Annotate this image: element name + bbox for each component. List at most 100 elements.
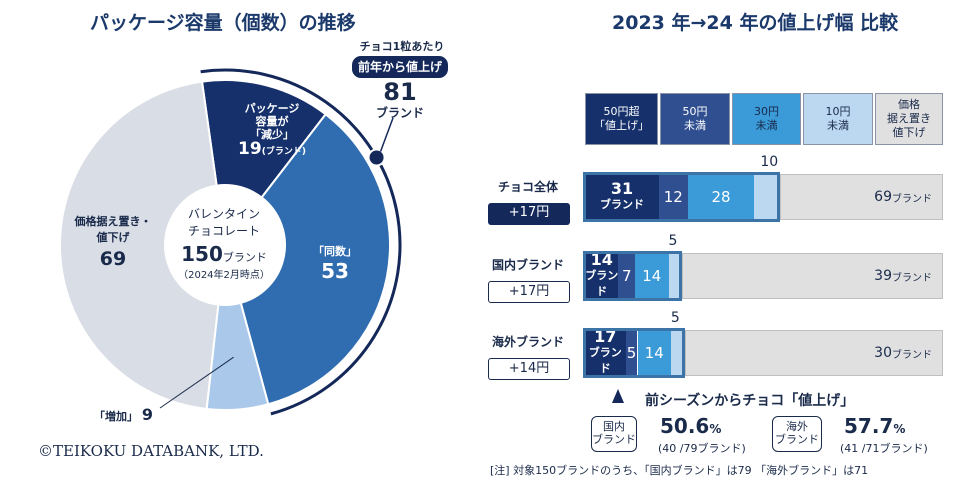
donut-center-label: バレンタイン チョコレート 150ブランド （2024年2月時点） bbox=[168, 205, 280, 281]
price-callout-pill: 前年から値上げ bbox=[352, 56, 448, 78]
legend-over50-line1: 50円超 bbox=[603, 105, 640, 118]
segment-increased-label: 「増加」 9 bbox=[94, 405, 153, 424]
legend-over50-line2: 「値上げ」 bbox=[594, 119, 649, 132]
copyright: ©TEIKOKU DATABANK, LTD. bbox=[38, 442, 264, 460]
share-domestic-pct: 50.6% bbox=[660, 414, 721, 438]
bar-unit-2-4: ブランド bbox=[891, 349, 932, 361]
price-callout-total: 81 bbox=[383, 78, 417, 106]
bar-unit-0-0: ブランド bbox=[599, 198, 644, 211]
share-domestic-pct-value: 50.6 bbox=[660, 414, 710, 438]
share-heading: 前シーズンからチョコ「値上げ」 bbox=[645, 393, 855, 409]
row-label-all: チョコ全体 bbox=[498, 180, 559, 194]
bar-seg-0-1: 12 bbox=[658, 174, 688, 220]
share-foreign-pct: 57.7% bbox=[844, 414, 905, 438]
legend-under30-line2: 未満 bbox=[755, 119, 778, 132]
legend-flat-line1: 価格 bbox=[898, 98, 920, 111]
bar-small-label-1: 5 bbox=[668, 233, 678, 249]
segment-flat-label: 価格据え置き・ 値下げ 69 bbox=[58, 213, 168, 270]
bar-small-label-0: 10 bbox=[760, 154, 779, 170]
donut-center-total: 150 bbox=[181, 242, 223, 266]
increased-leader bbox=[159, 356, 234, 409]
bar-seg-1-2: 14 bbox=[635, 253, 669, 299]
share-domestic-pct-sign: % bbox=[709, 422, 722, 436]
bar-seg-1-3 bbox=[668, 253, 681, 299]
donut-center-line1: バレンタイン bbox=[187, 207, 260, 221]
share-foreign-tag-line2: ブランド bbox=[775, 433, 819, 446]
left-chart-title: パッケージ容量（個数）の推移 bbox=[90, 12, 356, 34]
bar-unit-1-4: ブランド bbox=[891, 272, 932, 284]
segment-same-value: 53 bbox=[321, 259, 349, 283]
share-foreign-pct-value: 57.7 bbox=[844, 414, 894, 438]
legend-under10-line1: 10円 bbox=[825, 105, 851, 118]
share-foreign-tag-line1: 海外 bbox=[786, 420, 808, 433]
segment-reduced-value: 19 bbox=[238, 139, 262, 159]
bar-seg-0-0: 31 ブランド bbox=[585, 174, 659, 220]
legend-under10-line2: 未満 bbox=[827, 119, 849, 132]
legend-under50-line2: 未満 bbox=[684, 119, 706, 132]
legend-over50: 50円超 「値上げ」 bbox=[585, 93, 658, 145]
bar-seg-0-4: 69 ブランド bbox=[780, 174, 943, 220]
donut-center-date: （2024年2月時点） bbox=[178, 270, 270, 281]
bar-value-1-4: 39 bbox=[874, 268, 892, 284]
bar-value-2-2: 14 bbox=[644, 344, 664, 362]
bar-unit-0-4: ブランド bbox=[891, 193, 932, 205]
bar-frame-1 bbox=[583, 251, 683, 301]
price-callout-note: チョコ1粒あたり bbox=[359, 40, 445, 53]
share-domestic-sub: (40 /79ブランド) bbox=[658, 442, 746, 455]
bar-seg-2-1: 5 bbox=[625, 330, 638, 376]
share-domestic-tag: 国内 ブランド bbox=[591, 416, 637, 452]
bar-value-0-0: 31 bbox=[610, 179, 634, 198]
arrow-up-icon bbox=[612, 389, 624, 403]
legend-flat: 価格 据え置き 値下げ bbox=[875, 93, 943, 145]
bar-value-2-1: 5 bbox=[626, 344, 637, 362]
row-badge-domestic: +17円 bbox=[488, 281, 570, 303]
bar-seg-0-3 bbox=[754, 174, 779, 220]
segment-flat-label-line2: 値下げ bbox=[96, 231, 130, 244]
bar-value-0-2: 28 bbox=[711, 188, 731, 206]
legend-flat-line3: 値下げ bbox=[892, 126, 926, 139]
segment-reduced-label-line2: 容量が bbox=[255, 115, 289, 128]
bar-seg-1-0: 14 ブランド bbox=[585, 250, 619, 299]
legend-under50-line1: 50円 bbox=[682, 105, 708, 118]
donut-center-line2: チョコレート bbox=[187, 224, 260, 238]
segment-reduced-unit: (ブランド) bbox=[261, 147, 306, 157]
price-callout-leader bbox=[379, 117, 394, 152]
bar-value-1-2: 14 bbox=[642, 267, 662, 285]
segment-increased-label-text: 「増加」 bbox=[94, 410, 138, 423]
segment-same-label: 「同数」 53 bbox=[305, 243, 365, 283]
share-foreign-pct-sign: % bbox=[893, 422, 906, 436]
bar-seg-2-3 bbox=[670, 330, 683, 376]
right-chart-title: 2023 年→24 年の値上げ幅 比較 bbox=[612, 12, 899, 34]
bar-seg-0-2: 28 bbox=[687, 174, 755, 220]
bar-seg-2-4: 30 ブランド bbox=[684, 330, 943, 376]
bar-value-2-4: 30 bbox=[874, 345, 892, 361]
bar-seg-2-0: 17 ブランド bbox=[585, 327, 626, 376]
segment-same-label-line1: 「同数」 bbox=[313, 245, 357, 258]
share-foreign-tag: 海外 ブランド bbox=[772, 416, 822, 452]
share-domestic-tag-line2: ブランド bbox=[592, 433, 636, 446]
footnote: [注] 対象150ブランドのうち、「国内ブランド」は79 「海外ブランド」は71 bbox=[490, 464, 869, 477]
bar-frame-2 bbox=[583, 328, 685, 378]
legend-under30: 30円 未満 bbox=[732, 93, 801, 145]
segment-increased-value: 9 bbox=[141, 405, 153, 424]
segment-flat-label-line1: 価格据え置き・ bbox=[74, 215, 152, 228]
bar-seg-1-4: 39 ブランド bbox=[682, 253, 943, 299]
donut-center-unit: ブランド bbox=[222, 251, 267, 264]
row-label-foreign: 海外ブランド bbox=[492, 335, 565, 349]
bar-small-label-2: 5 bbox=[670, 310, 680, 326]
bar-seg-1-1: 7 bbox=[618, 253, 636, 299]
legend-flat-line2: 据え置き bbox=[887, 112, 931, 125]
bar-value-2-0: 17 bbox=[594, 327, 617, 346]
legend-under30-line1: 30円 bbox=[754, 105, 779, 118]
share-domestic-tag-line1: 国内 bbox=[603, 420, 625, 433]
segment-reduced-label-line1: パッケージ bbox=[244, 102, 300, 115]
legend-under10: 10円 未満 bbox=[803, 93, 873, 145]
row-label-domestic: 国内ブランド bbox=[492, 258, 565, 272]
bar-unit-1-0: ブランド bbox=[585, 269, 619, 298]
bar-value-1-1: 7 bbox=[621, 267, 632, 285]
bar-value-1-0: 14 bbox=[590, 250, 613, 269]
price-callout-unit: ブランド bbox=[375, 106, 424, 120]
price-raised-arc bbox=[200, 68, 402, 416]
donut-center bbox=[165, 185, 285, 305]
